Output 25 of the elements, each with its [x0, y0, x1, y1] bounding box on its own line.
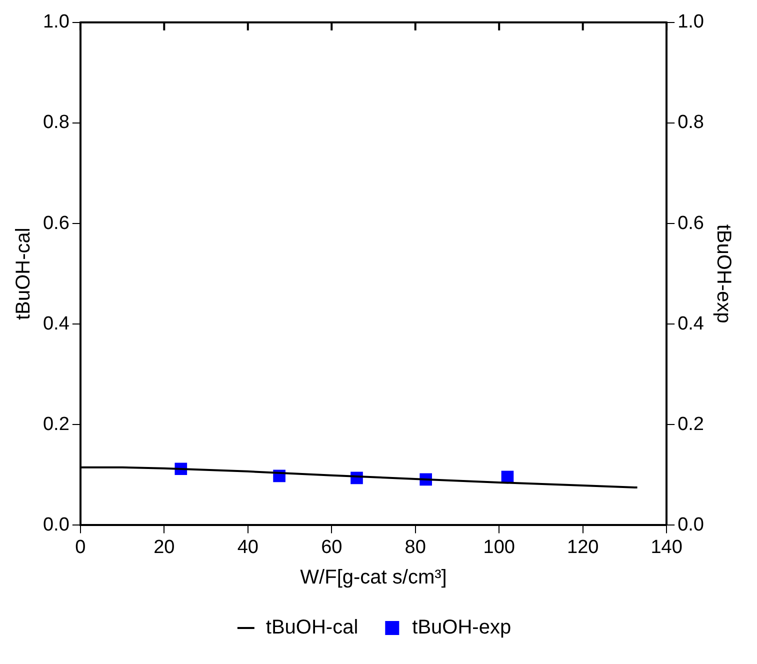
y2-tick-label: 0.8 [678, 112, 704, 134]
y-axis-title: tBuOH-cal [12, 228, 35, 320]
x-tick-label: 100 [483, 536, 515, 558]
y-tick-label: 0.8 [42, 112, 70, 134]
x-tick-label: 40 [237, 536, 258, 558]
x-tick-label: 20 [154, 536, 175, 558]
legend-label: tBuOH-cal [266, 616, 358, 639]
y2-tick-label: 0.6 [678, 212, 704, 234]
y2-axis-title: tBuOH-exp [712, 224, 734, 324]
y2-tick-label: 0.0 [678, 514, 704, 536]
x-axis-title: W/F[g-cat s/cm³] [300, 566, 447, 589]
y-tick-label: 0.2 [42, 414, 70, 435]
legend-label: tBuOH-exp [412, 616, 512, 639]
x-tick-label: 80 [404, 536, 426, 558]
y2-tick-label: 1.0 [678, 12, 704, 33]
y-tick-label: 1.0 [42, 12, 70, 33]
x-tick-label: 0 [75, 536, 86, 558]
y-tick-label: 0.4 [42, 313, 70, 334]
x-tick-label: 140 [650, 536, 682, 558]
y2-tick-label: 0.2 [678, 414, 704, 435]
y-tick-label: 0.6 [42, 212, 70, 234]
x-tick-label: 120 [566, 536, 599, 558]
y-tick-label: 0.0 [42, 514, 70, 536]
x-tick-label: 60 [321, 536, 342, 558]
y2-tick-label: 0.4 [678, 313, 704, 334]
